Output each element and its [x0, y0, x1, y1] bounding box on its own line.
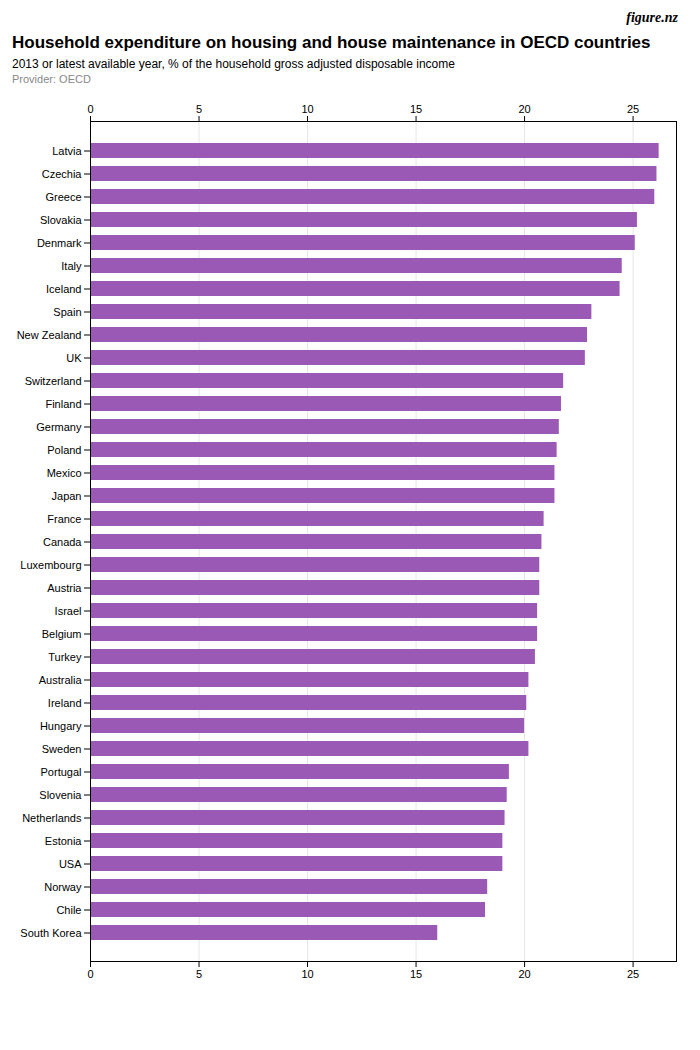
svg-text:20: 20: [518, 103, 530, 115]
svg-text:Netherlands: Netherlands: [22, 812, 82, 824]
svg-text:South Korea: South Korea: [20, 927, 82, 939]
svg-text:Czechia: Czechia: [42, 168, 83, 180]
svg-text:Australia: Australia: [39, 674, 83, 686]
svg-text:Switzerland: Switzerland: [25, 375, 82, 387]
svg-text:10: 10: [301, 103, 313, 115]
svg-text:15: 15: [410, 969, 422, 981]
svg-text:15: 15: [410, 103, 422, 115]
svg-text:Iceland: Iceland: [46, 283, 81, 295]
svg-text:0: 0: [87, 969, 93, 981]
svg-text:Slovenia: Slovenia: [39, 789, 82, 801]
svg-text:Denmark: Denmark: [37, 237, 82, 249]
svg-text:Finland: Finland: [45, 398, 81, 410]
html-text:Provider: OECD: Provider: OECD: [12, 73, 91, 86]
svg-text:Turkey: Turkey: [48, 651, 82, 663]
svg-text:France: France: [47, 513, 81, 525]
svg-text:Mexico: Mexico: [47, 467, 82, 479]
svg-text:Greece: Greece: [45, 191, 81, 203]
svg-text:25: 25: [627, 103, 639, 115]
svg-text:Belgium: Belgium: [42, 628, 82, 640]
svg-text:Italy: Italy: [61, 260, 82, 272]
svg-text:Israel: Israel: [55, 605, 82, 617]
svg-text:0: 0: [87, 103, 93, 115]
svg-text:Slovakia: Slovakia: [40, 214, 82, 226]
svg-text:Spain: Spain: [53, 306, 81, 318]
svg-text:Hungary: Hungary: [40, 720, 82, 732]
html-text:figure.nz: figure.nz: [626, 10, 678, 25]
svg-text:Norway: Norway: [44, 881, 82, 893]
svg-text:Estonia: Estonia: [45, 835, 83, 847]
svg-text:Poland: Poland: [47, 444, 81, 456]
svg-text:Luxembourg: Luxembourg: [20, 559, 81, 571]
svg-text:10: 10: [301, 969, 313, 981]
svg-text:Sweden: Sweden: [42, 743, 82, 755]
svg-text:Canada: Canada: [43, 536, 82, 548]
svg-text:5: 5: [196, 103, 202, 115]
svg-text:Latvia: Latvia: [52, 145, 82, 157]
svg-text:Ireland: Ireland: [48, 697, 82, 709]
svg-text:New Zealand: New Zealand: [17, 329, 82, 341]
svg-text:UK: UK: [66, 352, 82, 364]
svg-text:Chile: Chile: [56, 904, 81, 916]
svg-text:25: 25: [627, 969, 639, 981]
svg-text:Japan: Japan: [52, 490, 82, 502]
html-text:Household expenditure on housi: Household expenditure on housing and hou…: [12, 33, 651, 52]
svg-text:20: 20: [518, 969, 530, 981]
svg-text:USA: USA: [59, 858, 82, 870]
svg-text:Portugal: Portugal: [41, 766, 82, 778]
svg-text:Germany: Germany: [36, 421, 82, 433]
svg-text:Austria: Austria: [47, 582, 82, 594]
html-text:2013 or latest available year,: 2013 or latest available year, % of the …: [12, 57, 455, 72]
svg-text:5: 5: [196, 969, 202, 981]
